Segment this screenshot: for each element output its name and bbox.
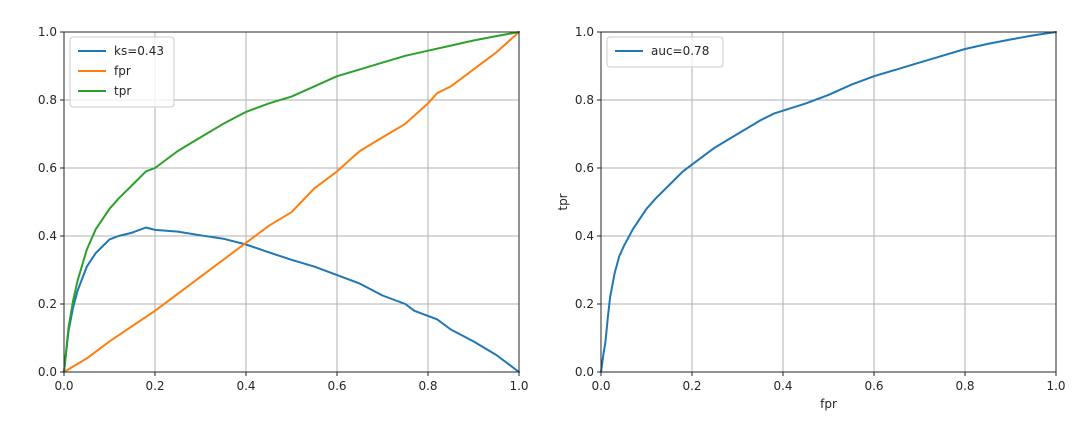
y-tick-label: 1.0 (38, 25, 57, 39)
axes-frame (600, 31, 1057, 373)
series-line (600, 31, 1057, 373)
series-line (63, 31, 520, 373)
legend-entry: auc=0.78 (651, 44, 709, 58)
y-axis-label: tpr (556, 193, 570, 210)
x-tick-label: 0.0 (591, 379, 610, 393)
roc-plot-axes: 0.0 0.2 0.4 0.6 0.8 1.0 0.0 0.2 0.4 0.6 0.8 1.0 fpr t… (556, 25, 1066, 411)
series-line (63, 226, 520, 373)
y-tick-label: 1.0 (575, 25, 594, 39)
y-tick-label: 0.0 (575, 365, 594, 379)
legend-entry: tpr (114, 84, 131, 98)
legend-frame (606, 36, 724, 68)
x-tick-label: 0.4 (773, 379, 792, 393)
y-tick-label: 0.6 (38, 161, 57, 175)
x-tick-label: 0.8 (418, 379, 437, 393)
legend-entry: fpr (114, 64, 131, 78)
legend-entry: ks=0.43 (114, 44, 164, 58)
y-tick-label: 0.4 (38, 229, 57, 243)
y-tick-label: 0.2 (575, 297, 594, 311)
x-tick-label: 0.8 (955, 379, 974, 393)
legend: auc=0.78 (606, 36, 724, 68)
y-tick-label: 0.0 (38, 365, 57, 379)
legend: ks=0.43 fpr tpr (69, 36, 175, 108)
axes-frame (63, 31, 520, 373)
ks-plot-axes: 0.0 0.2 0.4 0.6 0.8 1.0 0.0 0.2 0.4 0.6 0.8 1.0 ks=0… (38, 25, 529, 393)
x-tick-label: 0.6 (864, 379, 883, 393)
x-tick-label: 0.2 (145, 379, 164, 393)
y-tick-label: 0.6 (575, 161, 594, 175)
y-tick-label: 0.8 (38, 93, 57, 107)
x-tick-label: 1.0 (509, 379, 528, 393)
x-tick-label: 0.6 (327, 379, 346, 393)
x-tick-label: 0.4 (236, 379, 255, 393)
x-tick-label: 0.0 (54, 379, 73, 393)
y-tick-label: 0.4 (575, 229, 594, 243)
x-tick-label: 1.0 (1046, 379, 1065, 393)
x-axis-label: fpr (820, 397, 837, 411)
series-line (63, 31, 520, 373)
y-tick-label: 0.2 (38, 297, 57, 311)
y-tick-label: 0.8 (575, 93, 594, 107)
x-tick-label: 0.2 (682, 379, 701, 393)
legend-frame (69, 36, 175, 108)
